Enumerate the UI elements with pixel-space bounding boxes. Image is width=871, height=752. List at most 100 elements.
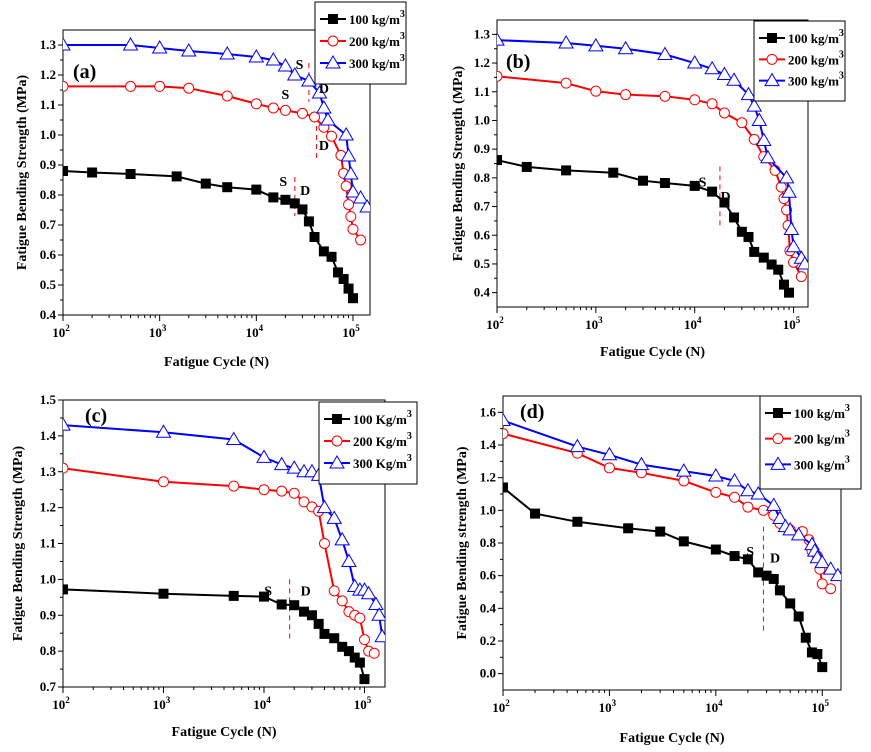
data-point-triangle xyxy=(180,43,197,57)
data-point-triangle xyxy=(760,149,776,164)
data-point-triangle xyxy=(342,166,359,180)
data-point-triangle xyxy=(497,32,505,46)
data-point-circle xyxy=(706,98,718,110)
data-point-circle xyxy=(775,181,787,193)
y-tick-label: 1.2 xyxy=(40,67,56,82)
data-point-circle xyxy=(309,111,321,123)
legend-label-unit: 300 kg/m xyxy=(349,56,400,71)
legend-item: 200 Kg/m3 xyxy=(324,431,412,449)
x-tick-label: 104 xyxy=(246,323,264,340)
legend-label-superscript: 3 xyxy=(400,31,405,42)
legend-label: 100 kg/m3 xyxy=(794,403,850,421)
x-tick-base: 10 xyxy=(52,697,65,712)
data-point-circle xyxy=(748,133,760,145)
series-200 xyxy=(497,70,807,283)
y-tick-label: 1.4 xyxy=(480,437,497,452)
data-point-triangle xyxy=(617,40,634,55)
y-tick-label: 0.4 xyxy=(474,285,491,300)
data-point-circle xyxy=(157,476,169,488)
x-axis-title: Fatigue Cycle (N) xyxy=(600,345,705,360)
legend-label: 200 kg/m3 xyxy=(794,429,850,447)
legend-label-unit: 200 kg/m xyxy=(788,52,839,67)
legend-label: 300 kg/m3 xyxy=(794,454,850,472)
data-point-triangle xyxy=(633,456,650,471)
data-point-triangle xyxy=(726,472,743,487)
y-tick-label: 1.2 xyxy=(480,470,496,485)
data-point-triangle xyxy=(829,567,841,582)
data-point-square xyxy=(742,554,753,565)
x-tick-label: 103 xyxy=(153,695,171,712)
panel-label: (c) xyxy=(85,405,107,427)
x-tick-exponent: 2 xyxy=(65,695,70,705)
series-300 xyxy=(503,412,841,582)
y-tick-label: 0.8 xyxy=(40,187,57,202)
x-tick-exponent: 5 xyxy=(796,315,801,325)
legend-label-superscript: 3 xyxy=(839,49,844,60)
data-point-square xyxy=(158,588,169,599)
legend-label: 300 kg/m3 xyxy=(349,53,405,71)
data-point-triangle xyxy=(822,561,839,575)
annotation-d: D xyxy=(319,82,329,97)
x-tick-base: 10 xyxy=(585,317,598,332)
plot-area xyxy=(497,32,808,298)
data-point-square xyxy=(729,551,740,562)
annotation-s: S xyxy=(282,88,290,103)
data-point-triangle xyxy=(783,221,800,236)
data-point-square xyxy=(800,632,811,643)
data-point-square xyxy=(778,279,789,290)
data-point-circle xyxy=(825,583,837,595)
x-axis-title: Fatigue Cycle (N) xyxy=(172,725,277,740)
y-tick-label: 1.2 xyxy=(40,500,56,515)
data-point-triangle xyxy=(338,127,355,141)
y-tick-label: 1.1 xyxy=(40,97,56,112)
y-tick-label: 0.7 xyxy=(474,199,491,214)
data-point-triangle xyxy=(755,132,772,147)
x-tick-label: 104 xyxy=(684,315,702,332)
data-point-circle xyxy=(659,90,671,102)
data-point-triangle xyxy=(311,85,328,99)
x-tick-base: 10 xyxy=(783,317,796,332)
data-point-triangle xyxy=(334,531,351,546)
legend-label-superscript: 3 xyxy=(845,403,850,414)
annotation-s: S xyxy=(746,545,754,560)
y-tick-label: 0.6 xyxy=(474,227,491,242)
data-point-square xyxy=(572,516,583,527)
legend-label-unit: 300 kg/m xyxy=(788,74,839,89)
data-point-triangle xyxy=(352,190,369,204)
data-point-triangle xyxy=(707,468,724,482)
data-point-triangle xyxy=(316,100,332,114)
data-point-circle xyxy=(336,595,348,607)
data-point-square xyxy=(773,408,783,418)
y-tick-label: 0.6 xyxy=(40,247,57,262)
data-point-triangle xyxy=(368,596,384,610)
data-point-square xyxy=(268,192,279,203)
data-point-circle xyxy=(331,435,343,447)
data-point-triangle xyxy=(256,449,272,463)
y-tick-label: 1.1 xyxy=(40,536,56,551)
x-tick-base: 10 xyxy=(599,700,612,715)
data-point-triangle xyxy=(740,482,756,497)
data-point-circle xyxy=(326,130,338,142)
data-point-square xyxy=(530,508,541,519)
data-point-triangle xyxy=(316,499,333,514)
x-tick-base: 10 xyxy=(253,697,266,712)
data-point-square xyxy=(258,591,269,602)
data-point-circle xyxy=(742,501,754,513)
data-point-triangle xyxy=(225,431,242,445)
data-point-circle xyxy=(560,77,572,89)
legend-item: 300 Kg/m3 xyxy=(324,453,412,471)
data-point-circle xyxy=(503,428,509,440)
data-point-square xyxy=(318,246,329,257)
x-tick-label: 105 xyxy=(812,698,830,715)
legend-label-unit: 100 kg/m xyxy=(794,406,845,421)
legend-label: 200 kg/m3 xyxy=(788,49,844,67)
legend-label-superscript: 3 xyxy=(400,9,405,20)
legend-item: 300 kg/m3 xyxy=(759,71,844,89)
data-point-triangle xyxy=(320,112,336,126)
data-point-circle xyxy=(766,53,778,65)
x-tick-exponent: 3 xyxy=(598,315,603,325)
legend-label: 200 Kg/m3 xyxy=(353,431,412,449)
legend-label-superscript: 3 xyxy=(407,409,412,420)
